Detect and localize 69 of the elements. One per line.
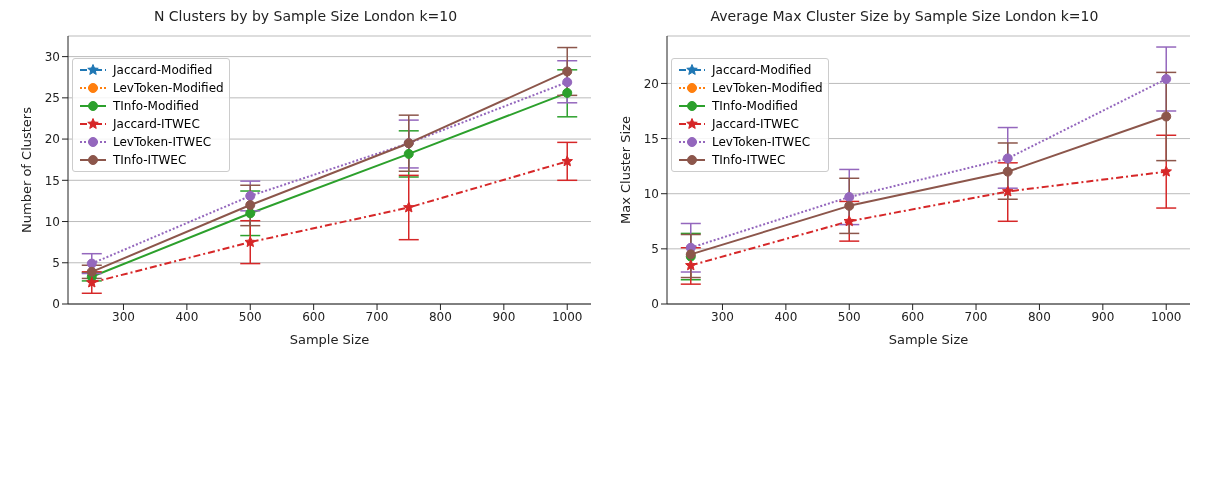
- x-tick-label: 500: [837, 309, 861, 324]
- point: [86, 258, 97, 269]
- x-tick-label: 600: [302, 309, 326, 324]
- point: [245, 190, 256, 201]
- x-tick-label: 700: [964, 309, 988, 324]
- legend-label: Jaccard-ITWEC: [113, 117, 200, 131]
- x-tick-label: 1000: [1150, 309, 1182, 324]
- x-tick-label: 900: [1091, 309, 1115, 324]
- y-tick-label: 20: [643, 76, 659, 91]
- y-tick-label: 10: [44, 214, 60, 229]
- point: [245, 208, 256, 219]
- chart-title: Average Max Cluster Size by Sample Size London k=10: [709, 8, 1100, 26]
- x-tick-label: 300: [711, 309, 734, 324]
- point: [403, 201, 415, 213]
- x-tick-label: 300: [112, 309, 135, 324]
- y-tick-label: 0: [651, 297, 659, 312]
- y-tick-label: 0: [52, 297, 60, 312]
- y-tick-label: 20: [44, 132, 60, 147]
- x-tick-label: 900: [492, 309, 516, 324]
- y-tick-label: 5: [52, 256, 60, 271]
- x-axis-title: Sample Size: [289, 332, 370, 347]
- x-tick-label: 700: [365, 309, 389, 324]
- legend-label: LevToken-Modified: [712, 81, 823, 95]
- point: [561, 155, 573, 167]
- y-tick-label: 25: [44, 91, 60, 106]
- point: [86, 276, 98, 288]
- point: [844, 200, 855, 211]
- x-axis-title: Sample Size: [888, 332, 969, 347]
- x-tick-label: 1000: [551, 309, 583, 324]
- point: [1161, 111, 1172, 122]
- x-tick-label: 500: [238, 309, 262, 324]
- point: [844, 192, 855, 203]
- point: [562, 66, 573, 77]
- point: [245, 200, 256, 211]
- y-axis-title: Max Cluster Size: [617, 116, 633, 224]
- point: [685, 259, 697, 271]
- legend-label: TInfo-Modified: [712, 99, 798, 113]
- point: [562, 87, 573, 98]
- point: [244, 236, 256, 248]
- x-tick-label: 400: [175, 309, 199, 324]
- x-tick-label: 800: [428, 309, 452, 324]
- y-tick-label: 10: [643, 186, 659, 201]
- legend-label: Jaccard-Modified: [712, 63, 812, 77]
- legend-label: TInfo-ITWEC: [712, 153, 786, 167]
- point: [1161, 74, 1172, 85]
- y-tick-label: 30: [44, 49, 60, 64]
- point: [403, 148, 414, 159]
- point: [1002, 166, 1013, 177]
- x-tick-label: 400: [774, 309, 798, 324]
- y-tick-label: 15: [643, 131, 659, 146]
- y-axis-title: Number of Clusters: [18, 106, 34, 233]
- legend-label: Jaccard-ITWEC: [712, 117, 799, 131]
- legend-label: LevToken-ITWEC: [113, 135, 212, 149]
- y-tick-label: 15: [44, 173, 60, 188]
- chart-title: N Clusters by by Sample Size London k=10: [152, 8, 459, 26]
- point: [1160, 165, 1172, 177]
- x-tick-label: 600: [901, 309, 925, 324]
- point: [843, 215, 855, 227]
- legend-label: LevToken-ITWEC: [712, 135, 811, 149]
- x-tick-label: 800: [1027, 309, 1051, 324]
- point: [86, 266, 97, 277]
- legend-label: Jaccard-Modified: [113, 63, 213, 77]
- legend-label: TInfo-Modified: [113, 99, 199, 113]
- legend-label: LevToken-Modified: [113, 81, 224, 95]
- legend-label: TInfo-ITWEC: [113, 153, 187, 167]
- y-tick-label: 5: [651, 242, 659, 257]
- point: [1002, 153, 1013, 164]
- point: [1002, 185, 1014, 197]
- point: [562, 77, 573, 88]
